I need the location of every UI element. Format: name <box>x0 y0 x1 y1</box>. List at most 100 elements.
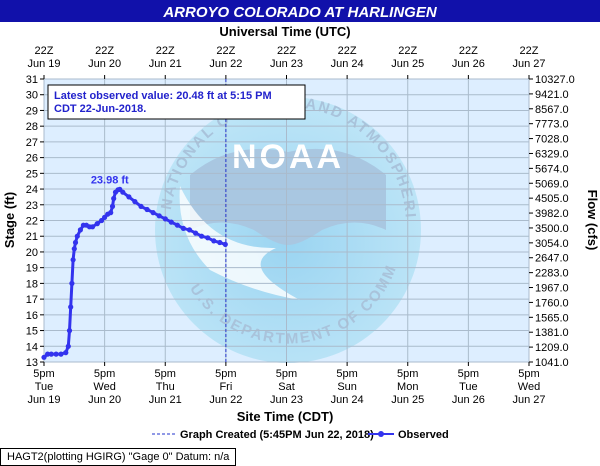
x-tick-label-day: Wed <box>518 381 540 393</box>
top-tick-label-utc: 22Z <box>338 45 357 57</box>
top-tick-label-utc: 22Z <box>35 45 54 57</box>
observed-point <box>58 351 64 357</box>
top-tick-label-utc: 22Z <box>520 45 539 57</box>
x-tick-label-date: Jun 24 <box>331 394 364 406</box>
observed-point <box>162 216 168 222</box>
x-tick-label-date: Jun 25 <box>391 394 424 406</box>
x-tick-label-time: 5pm <box>518 368 539 380</box>
x-tick-label-time: 5pm <box>155 368 176 380</box>
y-tick-label: 19 <box>26 263 38 275</box>
x-tick-label-date: Jun 20 <box>88 394 121 406</box>
observed-point <box>72 239 79 246</box>
x-tick-label-date: Jun 22 <box>209 394 242 406</box>
observed-point <box>180 225 186 231</box>
peak-value-label: 23.98 ft <box>91 174 129 186</box>
annotation-line-2: CDT 22-Jun-2018. <box>54 103 146 115</box>
y2-tick-label: 10327.0 <box>535 74 575 86</box>
observed-point <box>211 238 217 244</box>
y2-tick-label: 5069.0 <box>535 178 569 190</box>
observed-point <box>102 214 108 220</box>
legend-created-label: Graph Created (5:45PM Jun 22, 2018) <box>180 429 374 441</box>
observed-point <box>174 222 180 228</box>
observed-point <box>71 246 77 252</box>
observed-point <box>48 351 54 357</box>
y2-tick-label: 3054.0 <box>535 238 569 250</box>
top-tick-label-utc: 22Z <box>459 45 478 57</box>
observed-point <box>66 328 73 334</box>
x-tick-label-day: Tue <box>459 381 478 393</box>
y2-tick-label: 7028.0 <box>535 134 569 146</box>
observed-point <box>108 210 114 216</box>
observed-point <box>111 195 117 202</box>
observed-point <box>217 239 223 246</box>
legend-observed-label: Observed <box>398 429 449 441</box>
y2-tick-label: 4505.0 <box>535 193 569 205</box>
top-tick-label-date: Jun 25 <box>391 58 424 70</box>
x-tick-label-time: 5pm <box>215 368 236 380</box>
y-tick-label: 30 <box>26 90 38 102</box>
y-tick-label: 16 <box>26 310 38 322</box>
observed-point <box>126 194 132 200</box>
observed-point <box>77 227 83 233</box>
observed-point <box>193 230 199 236</box>
observed-point <box>89 224 96 230</box>
x-axis-title: Site Time (CDT) <box>237 409 334 424</box>
legend-observed-marker <box>378 431 384 437</box>
observed-point <box>53 351 59 357</box>
y-tick-label: 15 <box>26 326 38 338</box>
y2-tick-label: 1760.0 <box>535 297 569 309</box>
y2-tick-label: 1565.0 <box>535 312 569 324</box>
top-tick-label-date: Jun 19 <box>27 58 60 70</box>
y2-tick-label: 9421.0 <box>535 89 569 101</box>
observed-point <box>63 350 69 356</box>
svg-text:NOAA: NOAA <box>232 138 344 176</box>
top-tick-label-date: Jun 20 <box>88 58 121 70</box>
y-tick-label: 25 <box>26 168 38 180</box>
y-tick-label: 18 <box>26 278 38 290</box>
y-tick-label: 26 <box>26 153 38 165</box>
y2-tick-label: 5674.0 <box>535 163 569 175</box>
top-tick-label-date: Jun 27 <box>512 58 545 70</box>
latest-value-annotation: Latest observed value: 20.48 ft at 5:15 … <box>47 84 306 120</box>
observed-point <box>186 227 193 233</box>
y2-tick-label: 3982.0 <box>535 208 569 220</box>
observed-point <box>74 233 80 239</box>
y-tick-label: 24 <box>26 184 38 196</box>
observed-point <box>94 221 100 227</box>
y2-tick-label: 7773.0 <box>535 119 569 131</box>
y-tick-label: 27 <box>26 137 38 149</box>
top-tick-label-date: Jun 21 <box>149 58 182 70</box>
x-tick-label-date: Jun 23 <box>270 394 303 406</box>
observed-point <box>144 206 150 213</box>
observed-point <box>41 354 47 360</box>
y2-tick-label: 1209.0 <box>535 342 569 354</box>
top-tick-label-date: Jun 24 <box>331 58 364 70</box>
x-tick-label-day: Fri <box>219 381 232 393</box>
observed-point <box>68 304 74 310</box>
y2-tick-label: 2283.0 <box>535 268 569 280</box>
top-tick-label-utc: 22Z <box>156 45 175 57</box>
legend: Graph Created (5:45PM Jun 22, 2018) Obse… <box>152 429 449 441</box>
y-tick-label: 23 <box>26 200 38 212</box>
observed-point <box>138 203 144 209</box>
y-tick-label: 21 <box>26 231 38 243</box>
x-tick-label-date: Jun 27 <box>512 394 545 406</box>
observed-point <box>168 219 174 225</box>
top-axis-title: Universal Time (UTC) <box>219 24 350 39</box>
chart-title: ARROYO COLORADO AT HARLINGEN <box>162 4 437 21</box>
x-tick-label-time: 5pm <box>336 368 357 380</box>
observed-point <box>65 343 71 349</box>
observed-point <box>205 235 211 241</box>
y2-tick-label: 2647.0 <box>535 253 569 265</box>
y-axis-title: Stage (ft) <box>2 192 17 248</box>
observed-point <box>69 280 75 286</box>
y2-tick-label: 8567.0 <box>535 104 569 116</box>
top-tick-label-utc: 22Z <box>95 45 114 57</box>
top-tick-label-date: Jun 26 <box>452 58 485 70</box>
y-tick-label: 22 <box>26 216 38 228</box>
x-tick-label-time: 5pm <box>397 368 418 380</box>
x-tick-label-day: Sun <box>337 381 357 393</box>
footer-datum-info: HAGT2(plotting HGIRG) "Gage 0" Datum: n/… <box>0 448 237 466</box>
y-tick-label: 20 <box>26 247 38 259</box>
y2-tick-label: 6329.0 <box>535 148 569 160</box>
